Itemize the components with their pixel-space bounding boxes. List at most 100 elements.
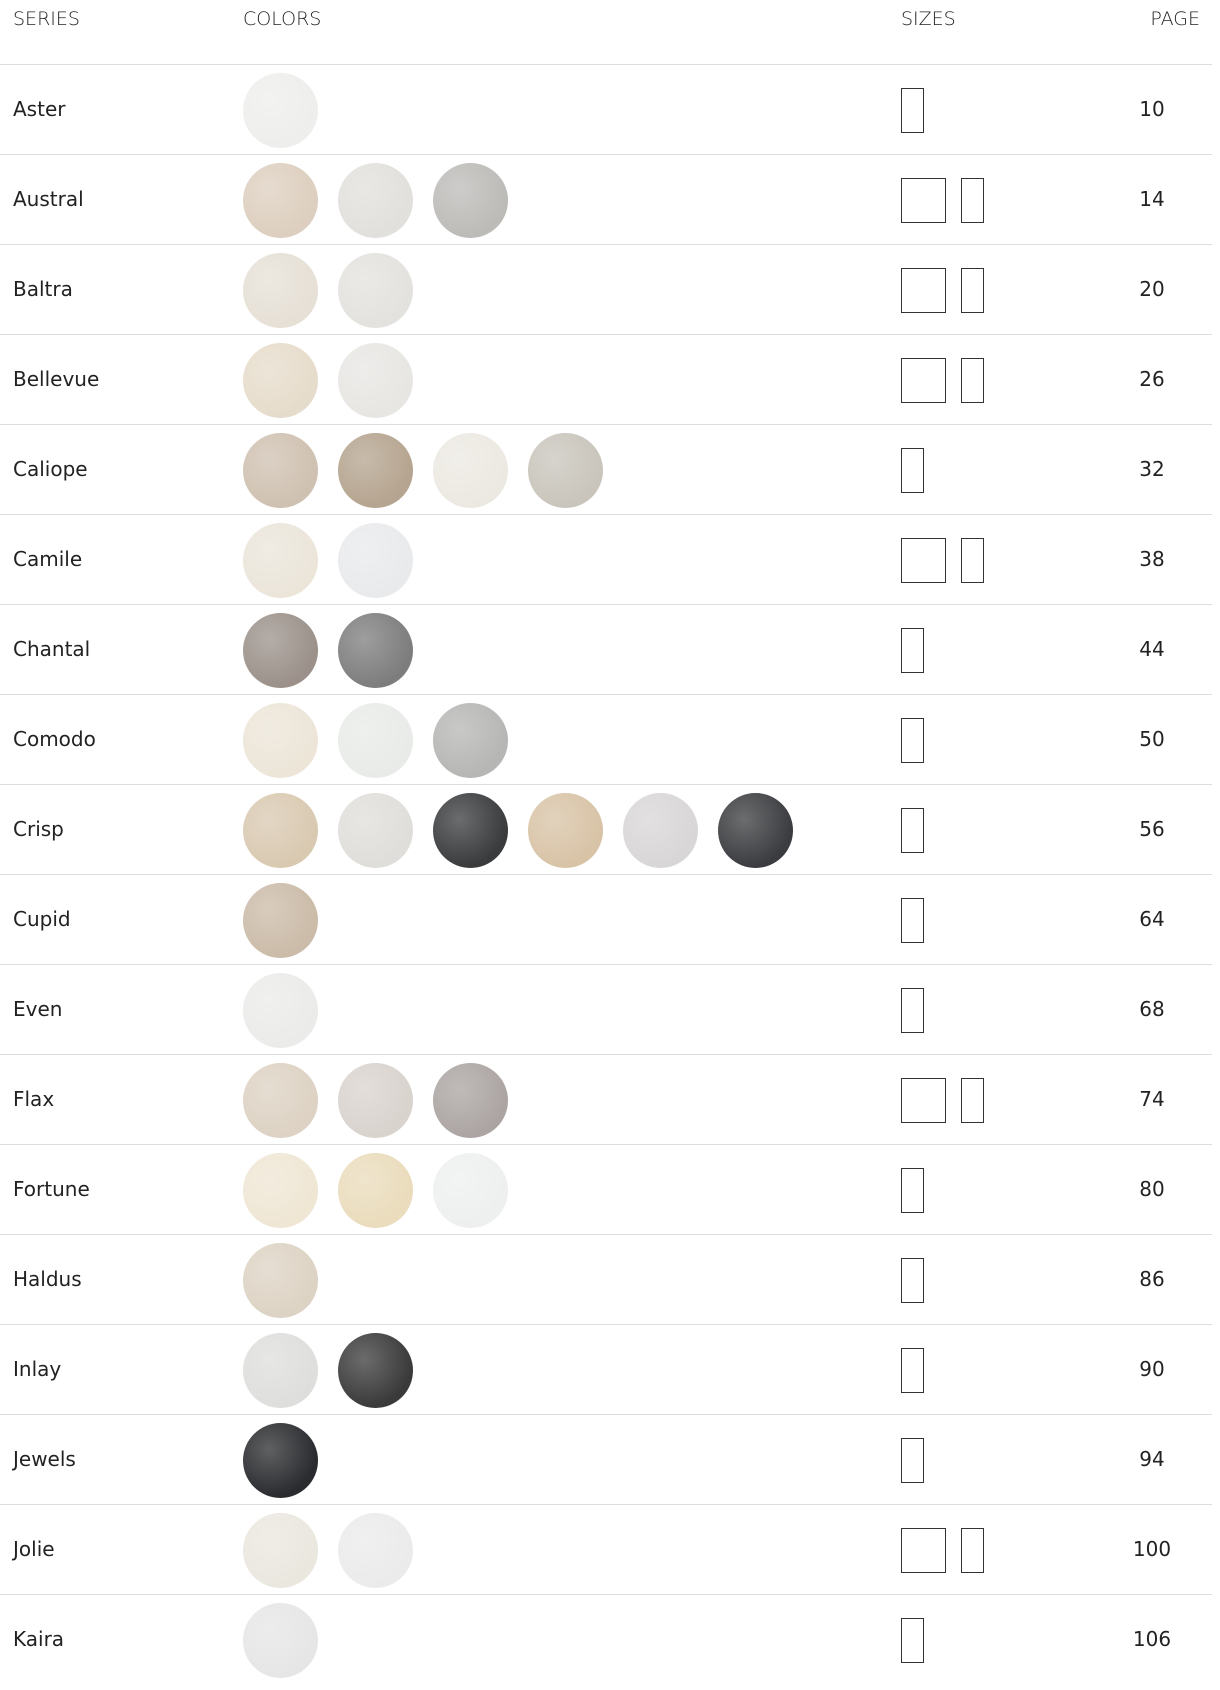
- page-number: 38: [1139, 547, 1165, 571]
- series-name: Kaira: [13, 1627, 65, 1651]
- size-rect: [901, 1168, 924, 1213]
- series-name: Fortune: [13, 1177, 90, 1201]
- color-swatch: [338, 793, 413, 868]
- size-square: [901, 538, 946, 583]
- table-row: Jolie 100: [0, 1504, 1212, 1595]
- page-number: 106: [1132, 1627, 1172, 1651]
- table-row: Baltra 20: [0, 244, 1212, 335]
- header-page: PAGE: [1150, 8, 1200, 30]
- color-swatch: [243, 883, 318, 958]
- size-rect: [901, 718, 924, 763]
- size-rect: [901, 988, 924, 1033]
- color-swatch: [528, 793, 603, 868]
- color-swatch: [243, 433, 318, 508]
- page-number: 50: [1139, 727, 1165, 751]
- color-swatch: [433, 433, 508, 508]
- header-series: SERIES: [13, 8, 80, 30]
- page-number: 86: [1139, 1267, 1165, 1291]
- series-name: Jewels: [13, 1447, 76, 1471]
- header-sizes: SIZES: [901, 8, 956, 30]
- page-number: 26: [1139, 367, 1165, 391]
- series-name: Cupid: [13, 907, 71, 931]
- size-rect: [901, 448, 924, 493]
- size-rect: [901, 628, 924, 673]
- table-row: Bellevue 26: [0, 334, 1212, 425]
- size-rect: [961, 1528, 984, 1573]
- size-rect: [901, 1258, 924, 1303]
- color-swatch: [623, 793, 698, 868]
- color-swatch: [338, 163, 413, 238]
- color-swatch: [243, 253, 318, 328]
- page-number: 80: [1139, 1177, 1165, 1201]
- table-row: Chantal 44: [0, 604, 1212, 695]
- color-swatch: [338, 1153, 413, 1228]
- table-row: Fortune 80: [0, 1144, 1212, 1235]
- color-swatch: [243, 1603, 318, 1678]
- series-name: Bellevue: [13, 367, 100, 391]
- color-swatch: [243, 1423, 318, 1498]
- page-number: 14: [1139, 187, 1165, 211]
- table-row: Flax 74: [0, 1054, 1212, 1145]
- table-row: Austral 14: [0, 154, 1212, 245]
- size-rect: [901, 1618, 924, 1663]
- color-swatch: [243, 703, 318, 778]
- size-rect: [901, 88, 924, 133]
- color-swatch: [433, 703, 508, 778]
- series-name: Crisp: [13, 817, 64, 841]
- size-rect: [901, 808, 924, 853]
- table-row: Haldus 86: [0, 1234, 1212, 1325]
- page-number: 100: [1132, 1537, 1172, 1561]
- page-number: 44: [1139, 637, 1165, 661]
- size-square: [901, 178, 946, 223]
- color-swatch: [338, 1063, 413, 1138]
- color-swatch: [338, 1513, 413, 1588]
- series-name: Caliope: [13, 457, 88, 481]
- table-row: Comodo 50: [0, 694, 1212, 785]
- size-rect: [961, 1078, 984, 1123]
- page-number: 32: [1139, 457, 1165, 481]
- color-swatch: [243, 793, 318, 868]
- table-row: Aster 10: [0, 64, 1212, 155]
- table-row: Inlay 90: [0, 1324, 1212, 1415]
- size-rect: [901, 1348, 924, 1393]
- table-row: Kaira 106: [0, 1594, 1212, 1685]
- size-rect: [961, 178, 984, 223]
- page-number: 68: [1139, 997, 1165, 1021]
- series-name: Inlay: [13, 1357, 62, 1381]
- color-swatch: [338, 433, 413, 508]
- color-swatch: [243, 343, 318, 418]
- color-swatch: [243, 1243, 318, 1318]
- color-swatch: [243, 613, 318, 688]
- color-swatch: [243, 73, 318, 148]
- series-name: Aster: [13, 97, 66, 121]
- color-swatch: [433, 793, 508, 868]
- series-name: Comodo: [13, 727, 96, 751]
- series-name: Haldus: [13, 1267, 82, 1291]
- page-number: 64: [1139, 907, 1165, 931]
- color-swatch: [338, 253, 413, 328]
- table-row: Crisp 56: [0, 784, 1212, 875]
- size-rect: [901, 1438, 924, 1483]
- color-swatch: [338, 523, 413, 598]
- color-swatch: [243, 1153, 318, 1228]
- table-row: Jewels 94: [0, 1414, 1212, 1505]
- color-swatch: [433, 163, 508, 238]
- color-swatch: [338, 343, 413, 418]
- page-number: 56: [1139, 817, 1165, 841]
- color-swatch: [338, 703, 413, 778]
- series-name: Austral: [13, 187, 84, 211]
- series-name: Chantal: [13, 637, 91, 661]
- size-square: [901, 358, 946, 403]
- series-name: Camile: [13, 547, 83, 571]
- size-rect: [961, 538, 984, 583]
- series-name: Flax: [13, 1087, 55, 1111]
- color-swatch: [243, 1063, 318, 1138]
- page-number: 10: [1139, 97, 1165, 121]
- color-swatch: [718, 793, 793, 868]
- size-rect: [901, 898, 924, 943]
- color-swatch: [243, 523, 318, 598]
- color-swatch: [528, 433, 603, 508]
- series-name: Even: [13, 997, 63, 1021]
- color-swatch: [243, 1333, 318, 1408]
